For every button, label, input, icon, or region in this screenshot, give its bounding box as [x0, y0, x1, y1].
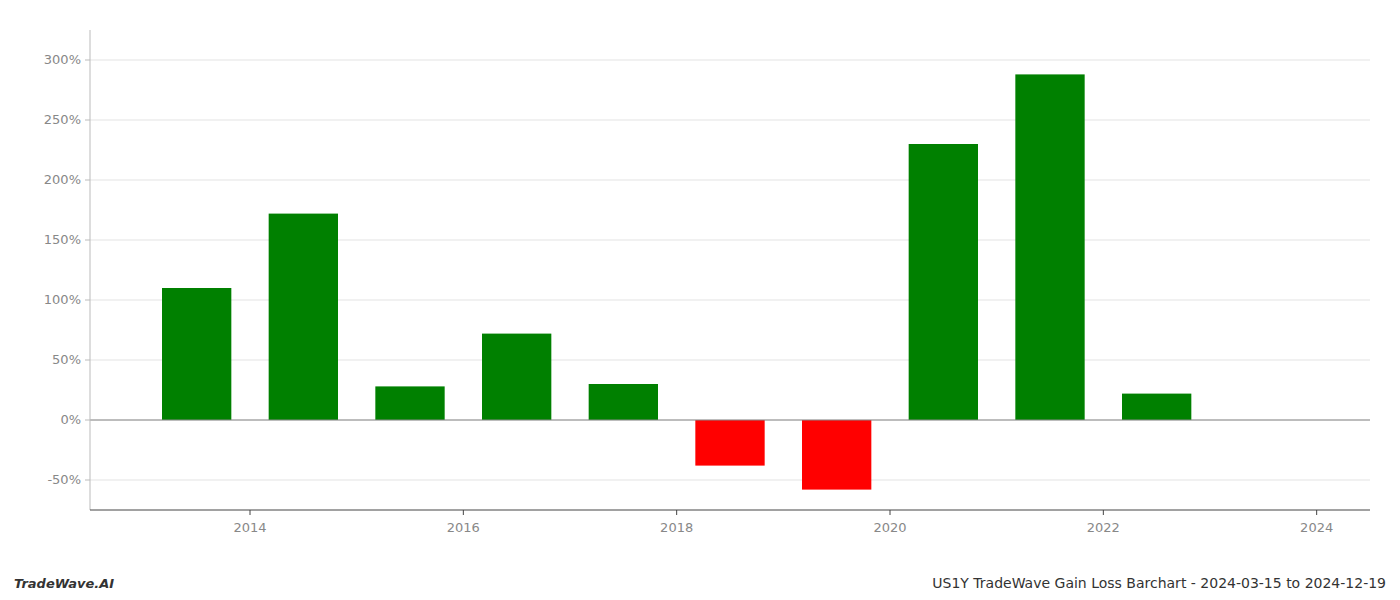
y-tick — [85, 360, 90, 361]
bar — [162, 288, 231, 420]
bar — [695, 420, 764, 466]
y-tick-label: 200% — [44, 172, 81, 187]
bar — [269, 214, 338, 420]
x-tick-label: 2014 — [233, 520, 266, 535]
x-axis-line — [90, 510, 1370, 511]
footer: TradeWave.AI — [14, 576, 114, 591]
bar — [1122, 394, 1191, 420]
y-tick — [85, 180, 90, 181]
x-tick — [463, 510, 464, 515]
x-tick-label: 2024 — [1300, 520, 1333, 535]
y-tick — [85, 480, 90, 481]
x-tick — [1103, 510, 1104, 515]
chart-container: -50% 0% 50% 100% 150% 200% 250% 300% 2014 2016 201… — [0, 0, 1400, 600]
grid-line — [90, 480, 1370, 481]
x-tick-label: 2016 — [447, 520, 480, 535]
grid-line — [90, 420, 1370, 421]
background — [0, 0, 1400, 600]
y-tick — [85, 120, 90, 121]
y-tick — [85, 60, 90, 61]
zero-line — [90, 420, 1370, 421]
y-axis-line — [90, 30, 91, 510]
y-tick — [85, 420, 90, 421]
y-tick-label: 100% — [44, 292, 81, 307]
grid-line — [90, 180, 1370, 181]
y-tick-label: 250% — [44, 112, 81, 127]
bar — [482, 334, 551, 420]
x-tick — [890, 510, 891, 515]
x-tick — [676, 510, 677, 515]
bar — [909, 144, 978, 420]
y-tick-label: -50% — [47, 472, 81, 487]
x-tick-label: 2020 — [873, 520, 906, 535]
y-tick-label: 150% — [44, 232, 81, 247]
bar — [802, 420, 871, 490]
y-tick — [85, 300, 90, 301]
grid-line — [90, 60, 1370, 61]
bars — [162, 74, 1191, 489]
y-tick-label: 50% — [52, 352, 81, 367]
grid — [90, 60, 1370, 480]
y-tick-label: 0% — [60, 412, 81, 427]
x-tick — [250, 510, 251, 515]
x-tick-label: 2022 — [1087, 520, 1120, 535]
title: US1Y TradeWave Gain Loss Barchart - 2024… — [932, 575, 1386, 591]
y-tick-label: 300% — [44, 52, 81, 67]
x-tick — [1316, 510, 1317, 515]
bar — [375, 386, 444, 420]
bar — [589, 384, 658, 420]
x-tick-label: 2018 — [660, 520, 693, 535]
y-tick — [85, 240, 90, 241]
bar — [1015, 74, 1084, 420]
axes: -50% 0% 50% 100% 150% 200% 250% 300% 2014 2016 201… — [44, 30, 1370, 535]
grid-line — [90, 120, 1370, 121]
chart: -50% 0% 50% 100% 150% 200% 250% 300% 2014 2016 201… — [0, 0, 1400, 600]
